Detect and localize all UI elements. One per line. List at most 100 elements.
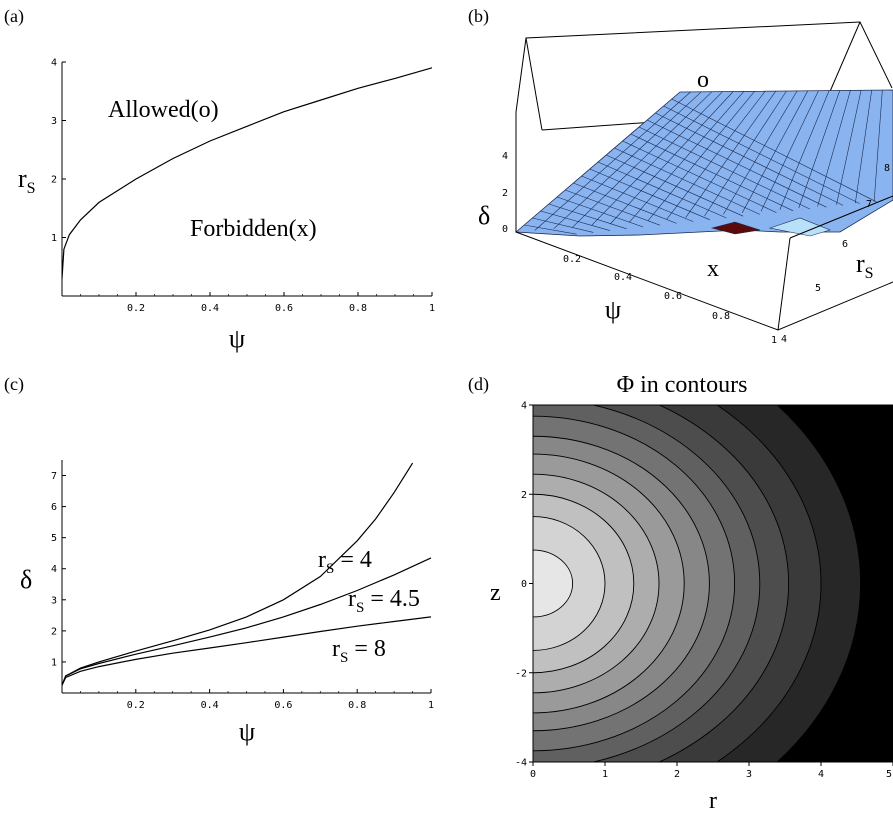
chart-d-ytick-label: -2	[515, 668, 527, 679]
chart-b-box-edge	[789, 195, 893, 239]
chart-a: 0.2 0.4 0.6 0.8 1 1 2 3 4 Allowed(o) Forbidden(x…	[18, 58, 435, 354]
a-xtick-label: 0.2	[127, 303, 145, 314]
chart-b-box-edge	[525, 37, 543, 131]
chart-b-ztick: 4	[502, 151, 508, 162]
chart-b-mesh-line	[565, 189, 661, 226]
chart-b-mesh-line	[581, 175, 694, 222]
chart-b-box-edge	[777, 237, 791, 331]
chart-b-mesh-line	[534, 91, 691, 231]
chart-b-ztick: 0	[502, 224, 508, 235]
chart-d-xtick-label: 5	[886, 769, 892, 780]
c-ytick-label: 6	[51, 502, 57, 513]
a-xtick-label: 0.4	[201, 303, 219, 314]
chart-b-mesh-line	[548, 203, 627, 230]
chart-b-xtick: 0.6	[664, 291, 682, 302]
chart-d-ylabel: z	[490, 580, 501, 606]
chart-b-ytick: 5	[815, 283, 821, 294]
chart-a-ylabel: rS	[18, 164, 36, 197]
chart-d-title: Φ in contours	[617, 372, 748, 398]
chart-b-mesh-line	[647, 119, 827, 208]
chart-b-mesh-line	[685, 90, 777, 218]
c-ytick-label: 3	[51, 595, 57, 606]
a-ytick-label: 4	[51, 58, 57, 69]
chart-b-mesh-line	[760, 90, 819, 212]
chart-d-contour-level-10	[533, 549, 574, 618]
chart-b-box-front	[515, 231, 893, 331]
chart-b-mesh-line	[836, 90, 862, 205]
chart-b-ztick: 2	[502, 188, 508, 199]
chart-b-mesh-line	[532, 217, 594, 233]
c-xtick-label: 0.2	[127, 700, 145, 711]
chart-b-surface	[514, 89, 893, 237]
chart-b-xtick: 0.4	[614, 272, 632, 283]
chart-b-mesh-line	[655, 112, 844, 206]
chart-d-contours	[533, 405, 861, 762]
c-xtick-label: 1	[428, 700, 434, 711]
chart-a-series	[61, 67, 433, 279]
chart-a-ticks: 0.2 0.4 0.6 0.8 1 1 2 3 4	[51, 58, 435, 315]
chart-b-xtick: 1	[771, 335, 777, 346]
chart-b-box-back	[515, 21, 893, 113]
c-ytick-label: 7	[51, 471, 57, 482]
chart-b-mesh-line	[622, 140, 777, 213]
c-series-line-0	[61, 462, 414, 686]
chart-c-xlabel: ψ	[239, 717, 255, 746]
chart-d-ytick-label: 0	[521, 579, 527, 590]
chart-c-series-label-2: rS = 8	[332, 636, 386, 666]
chart-a-annotation-forbidden: Forbidden(x)	[190, 216, 317, 242]
chart-b-mesh-line	[630, 133, 794, 212]
chart-b-surface-edge	[768, 217, 831, 237]
chart-b-mesh-line	[798, 90, 841, 209]
chart-b-mesh-line	[540, 210, 611, 231]
chart-b-mesh-line	[628, 91, 745, 223]
a-ytick-label: 2	[51, 175, 57, 186]
c-xtick-label: 0.4	[201, 700, 219, 711]
a-xtick-label: 0.8	[349, 303, 367, 314]
c-ytick-label: 1	[51, 657, 57, 668]
chart-c-ticks: 0.2 0.4 0.6 0.8 1 1 2 3 4 5 6 7	[51, 471, 434, 711]
chart-b-ylabel: rS	[856, 249, 874, 282]
chart-b-mesh-line	[873, 90, 883, 202]
chart-b-mesh-line	[663, 105, 860, 204]
chart-b-mesh-line	[647, 91, 755, 221]
chart-a-annotation-allowed: Allowed(o)	[108, 97, 219, 123]
chart-b-mesh-line	[553, 91, 702, 230]
a-ytick-label: 1	[51, 233, 57, 244]
chart-b-mesh-line	[741, 90, 809, 213]
c-xtick-label: 0.8	[348, 700, 366, 711]
chart-d-xlabel: r	[709, 788, 717, 814]
chart-b-mesh-line	[556, 196, 644, 228]
chart-d-ytick-label: 2	[521, 490, 527, 501]
a-xtick-label: 0.6	[275, 303, 293, 314]
chart-b-mesh-line	[855, 90, 872, 204]
a-ytick-label: 3	[51, 116, 57, 127]
chart-b-ytick: 6	[842, 239, 848, 250]
chart-b-annotation-allowed: o	[697, 67, 709, 93]
c-ytick-label: 5	[51, 533, 57, 544]
chart-b-mesh-line	[572, 91, 713, 228]
chart-d: 0 1 2 3 4 5 -4 -2 0 2 4 Φ in contours r z	[490, 372, 893, 814]
chart-d-xtick-label: 3	[746, 769, 752, 780]
c-xtick-label: 0.6	[274, 700, 292, 711]
chart-b-mesh-line	[671, 98, 877, 203]
chart-b-ytick: 4	[781, 334, 787, 345]
chart-b: 4 2 0 0.2 0.4 0.6 0.8 1 4 5 6 7 8 o x ψ …	[478, 21, 893, 346]
chart-c-series-label-1: rS = 4.5	[348, 586, 420, 616]
c-series-line-2	[61, 616, 432, 686]
chart-b-forbidden-region	[710, 221, 761, 235]
chart-b-mesh-line	[573, 182, 677, 224]
chart-c: 0.2 0.4 0.6 0.8 1 1 2 3 4 5 6 7 rS = 4 rS = 4.5 rS …	[20, 460, 434, 746]
chart-b-xlabel: ψ	[605, 295, 621, 324]
chart-d-ytick-label: 4	[521, 401, 527, 412]
chart-d-xtick-label: 0	[530, 769, 536, 780]
chart-b-ytick: 7	[866, 199, 872, 210]
chart-b-annotation-forbidden: x	[707, 256, 719, 282]
chart-d-ticks: 0 1 2 3 4 5 -4 -2 0 2 4	[515, 401, 893, 780]
c-ytick-label: 2	[51, 626, 57, 637]
chart-c-series	[61, 462, 432, 686]
panel-label-b: (b)	[468, 6, 489, 27]
chart-d-ytick-label: -4	[515, 758, 527, 769]
chart-b-mesh-line	[606, 154, 744, 217]
chart-b-xtick: 0.8	[712, 311, 730, 322]
c-ytick-label: 4	[51, 564, 57, 575]
